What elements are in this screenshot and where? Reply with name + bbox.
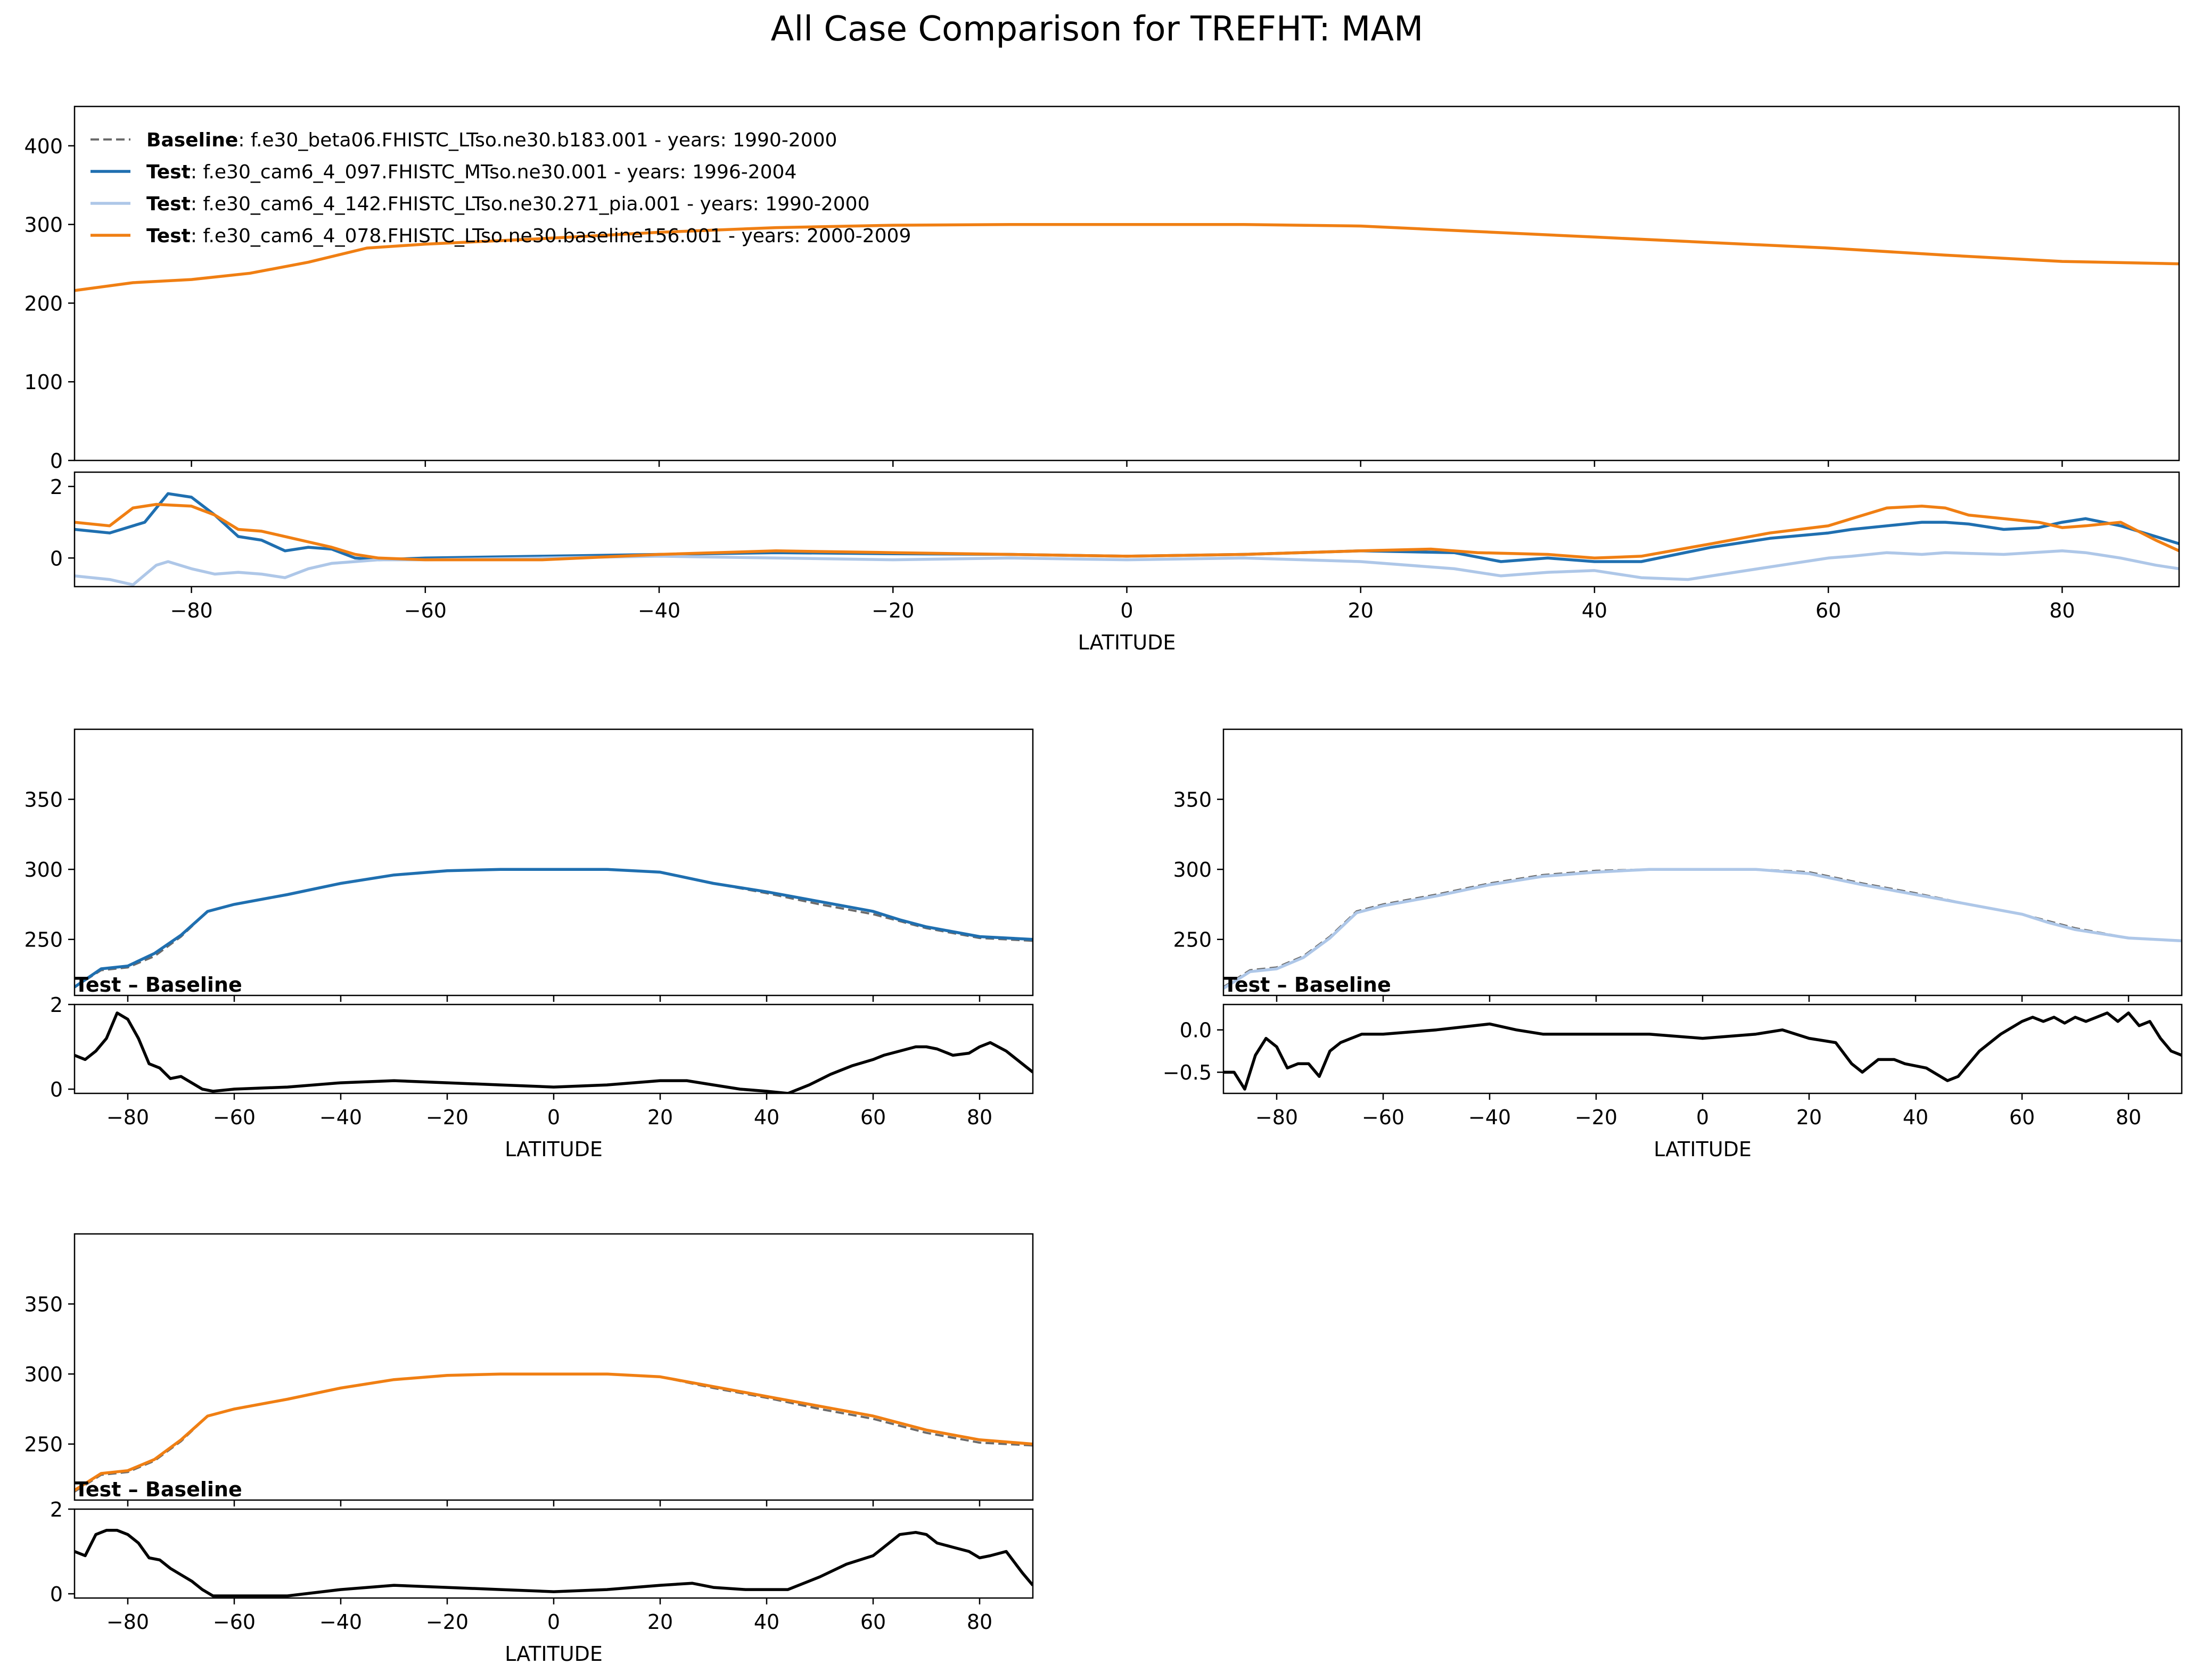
- case-2-values-series-1-line: [1223, 868, 2182, 990]
- all-cases-diff-series-2-line: [75, 503, 2179, 562]
- all-cases-diff-xtick-label-4: 0: [1120, 599, 1133, 622]
- case-1-diff-xtick-label-7: 60: [860, 1106, 886, 1129]
- case-3-diff-xtick-label-8: 80: [967, 1610, 992, 1634]
- all-cases-values-series-0-line: [75, 223, 2179, 292]
- case-1-diff-ytick-label-0: 0: [50, 1078, 63, 1101]
- case-3-diff-xtick-label-3: −20: [426, 1610, 469, 1634]
- case-3-diff-xlabel: LATITUDE: [505, 1642, 603, 1666]
- case-2-diff-xlabel: LATITUDE: [1654, 1138, 1752, 1161]
- case-1-diff-xtick-label-8: 80: [967, 1106, 992, 1129]
- legend-role-0: Baseline: [146, 129, 238, 151]
- case-3-diff-xtick-label-2: −40: [319, 1610, 362, 1634]
- legend-label-3: : f.e30_cam6_4_078.FHISTC_LTso.ne30.base…: [191, 225, 911, 247]
- case-2-values-ytick-label-0: 250: [1173, 928, 1212, 952]
- all-cases-diff-xtick-label-3: −20: [872, 599, 914, 622]
- legend-role-3: Test: [146, 225, 191, 247]
- case-1-diff-xlabel: LATITUDE: [505, 1138, 603, 1161]
- case-1-diff-xtick-label-3: −20: [426, 1106, 469, 1129]
- legend-entry-2: Test: f.e30_cam6_4_142.FHISTC_LTso.ne30.…: [146, 193, 869, 215]
- case-2-values-series-0-line: [1223, 868, 2182, 988]
- legend-label-0: : f.e30_beta06.FHISTC_LTso.ne30.b183.001…: [238, 129, 837, 151]
- case-2-diff-xtick-label-1: −60: [1362, 1106, 1404, 1129]
- case-1-values-ytick-label-0: 250: [24, 928, 63, 952]
- case-1-values-frame: [73, 728, 1034, 997]
- case-1-diff-series-0-line: [75, 1011, 1033, 1093]
- case-1-diff-xtick-label-1: −60: [213, 1106, 256, 1129]
- case-1-values-series-0-line: [75, 868, 1033, 988]
- legend-label-2: : f.e30_cam6_4_142.FHISTC_LTso.ne30.271_…: [191, 193, 870, 215]
- case-3-values-ytick-label-0: 250: [24, 1433, 63, 1456]
- legend-label-1: : f.e30_cam6_4_097.FHISTC_MTso.ne30.001 …: [191, 161, 797, 183]
- case-2-diff-xtick-label-0: −80: [1255, 1106, 1298, 1129]
- all-cases-diff-ytick-label-0: 0: [50, 547, 63, 570]
- case-3-values-ytick-label-1: 300: [24, 1363, 63, 1386]
- case-1-values-series-1-line: [75, 868, 1033, 989]
- legend-role-2: Test: [146, 193, 191, 215]
- case-3-values-frame: [73, 1233, 1034, 1501]
- case-3-diff-xtick-label-0: −80: [106, 1610, 149, 1634]
- case-2-diff-xtick-label-7: 60: [2009, 1106, 2035, 1129]
- case-2-diff-series-0-line: [1223, 1011, 2182, 1091]
- case-2-diff-xtick-label-2: −40: [1468, 1106, 1511, 1129]
- case-3-values-series-1-line: [75, 1372, 1033, 1492]
- all-cases-values-ytick-label-4: 400: [24, 135, 63, 158]
- case-3-diff-xtick-label-7: 60: [860, 1610, 886, 1634]
- case-1-diff-xtick-label-5: 20: [647, 1106, 673, 1129]
- case-2-diff-xtick-label-6: 40: [1903, 1106, 1928, 1129]
- all-cases-values-ytick-label-0: 0: [50, 449, 63, 473]
- legend-entry-0: Baseline: f.e30_beta06.FHISTC_LTso.ne30.…: [146, 129, 837, 151]
- case-3-values-ytick-label-2: 350: [24, 1293, 63, 1316]
- case-3-diff-xtick-label-6: 40: [754, 1610, 779, 1634]
- case-1-diff-xtick-label-4: 0: [547, 1106, 560, 1129]
- case-3-diff-annotation: Test – Baseline: [75, 1478, 242, 1501]
- case-3-diff-ytick-label-1: 2: [50, 1498, 63, 1521]
- all-cases-diff-xtick-label-0: −80: [170, 599, 213, 622]
- case-1-diff-xtick-label-2: −40: [319, 1106, 362, 1129]
- case-1-diff-xtick-label-0: −80: [106, 1106, 149, 1129]
- figure-title: All Case Comparison for TREFHT: MAM: [770, 10, 1424, 49]
- legend-entry-1: Test: f.e30_cam6_4_097.FHISTC_MTso.ne30.…: [146, 161, 796, 183]
- legend-role-1: Test: [146, 161, 191, 183]
- case-2-values-ytick-label-1: 300: [1173, 858, 1212, 882]
- case-3-diff-xtick-label-1: −60: [213, 1610, 256, 1634]
- legend-entry-3: Test: f.e30_cam6_4_078.FHISTC_LTso.ne30.…: [146, 225, 911, 247]
- all-cases-diff-xtick-label-6: 40: [1582, 599, 1607, 622]
- case-2-diff-annotation: Test – Baseline: [1223, 973, 1391, 997]
- all-cases-diff-xtick-label-8: 80: [2049, 599, 2075, 622]
- case-2-diff-xtick-label-4: 0: [1696, 1106, 1709, 1129]
- all-cases-diff-xtick-label-5: 20: [1348, 599, 1374, 622]
- case-1-values-ytick-label-2: 350: [24, 788, 63, 812]
- case-3-diff-frame: [73, 1508, 1034, 1599]
- case-1-diff-annotation: Test – Baseline: [75, 973, 242, 997]
- case-2-diff-ytick-label-0: −0.5: [1163, 1061, 1212, 1084]
- all-cases-values-ytick-label-3: 300: [24, 213, 63, 237]
- all-cases-diff-series-1-line: [75, 549, 2179, 587]
- case-2-diff-ytick-label-1: 0.0: [1180, 1019, 1212, 1042]
- case-2-values-frame: [1222, 728, 2183, 997]
- all-cases-values-ytick-label-1: 100: [24, 370, 63, 394]
- all-cases-diff-xlabel: LATITUDE: [1078, 631, 1176, 654]
- case-3-diff-xtick-label-5: 20: [647, 1610, 673, 1634]
- case-1-diff-xtick-label-6: 40: [754, 1106, 779, 1129]
- case-2-values-ytick-label-2: 350: [1173, 788, 1212, 812]
- all-cases-diff-ytick-label-1: 2: [50, 475, 63, 499]
- case-1-diff-ytick-label-1: 2: [50, 993, 63, 1017]
- case-3-diff-ytick-label-0: 0: [50, 1583, 63, 1606]
- case-1-diff-frame: [73, 1003, 1034, 1094]
- case-2-diff-xtick-label-5: 20: [1796, 1106, 1822, 1129]
- all-cases-diff-xtick-label-1: −60: [404, 599, 447, 622]
- case-3-values-series-0-line: [75, 1373, 1033, 1493]
- case-2-diff-xtick-label-8: 80: [2116, 1106, 2141, 1129]
- all-cases-values-frame: [73, 105, 2180, 462]
- case-3-diff-xtick-label-4: 0: [547, 1610, 560, 1634]
- case-3-diff-series-0-line: [75, 1529, 1033, 1597]
- all-cases-diff-series-0-line: [75, 492, 2179, 563]
- all-cases-diff-xtick-label-2: −40: [638, 599, 680, 622]
- all-cases-diff-xtick-label-7: 60: [1815, 599, 1841, 622]
- case-1-values-ytick-label-1: 300: [24, 858, 63, 882]
- case-2-diff-xtick-label-3: −20: [1575, 1106, 1617, 1129]
- all-cases-values-ytick-label-2: 200: [24, 292, 63, 315]
